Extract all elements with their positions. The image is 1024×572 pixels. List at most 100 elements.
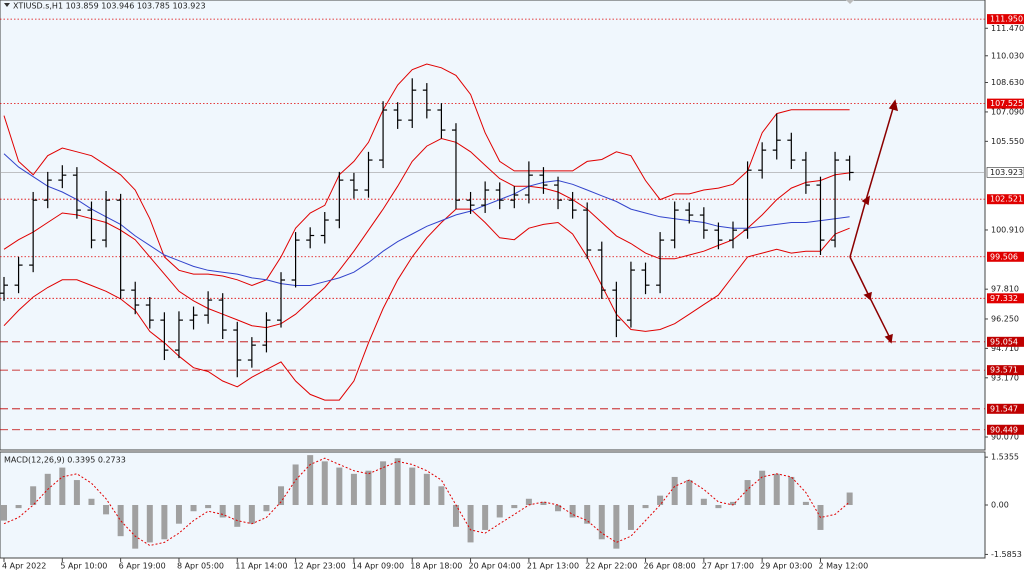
y-tick-label: 110.030 [991,51,1024,60]
current-price-bg [986,167,1024,178]
level-label: 111.950 [990,15,1023,24]
level-label-bg [987,293,1024,304]
y-tick-label: 107.090 [991,107,1024,116]
macd-bar [88,498,95,505]
macd-bar [263,505,270,512]
y-tick-label: 93.170 [991,373,1019,382]
level-label-bg [987,403,1024,414]
macd-bar [394,458,401,505]
macd-bar [190,505,197,512]
x-tick-label: 21 Apr 13:00 [527,562,579,571]
macd-bar [73,480,80,505]
x-tick-label: 27 Apr 17:00 [702,562,754,571]
macd-bar [205,505,212,509]
indicator-line [3,63,850,287]
indicator-line [3,137,850,329]
macd-bar [117,505,124,537]
level-label: 91.547 [990,404,1018,413]
macd-bar [1,505,7,521]
macd-bar [175,505,182,524]
scroll-marker [846,0,854,4]
macd-bar [715,505,722,509]
macd-bar [452,505,459,527]
macd-bar [482,505,489,530]
x-tick-label: 29 Apr 03:00 [760,562,812,571]
macd-bar [409,467,416,505]
macd-bar [350,473,357,505]
macd-bar [59,467,66,505]
macd-title: MACD(12,26,9) 0.3395 0.2733 [4,456,126,465]
macd-bar [788,476,795,505]
indicator-line [3,153,850,286]
y-tick-label: 97.810 [991,285,1019,294]
level-label-bg [987,336,1024,347]
macd-bar [686,480,693,505]
macd-bar [657,495,664,505]
current-price-label: 103.923 [990,168,1023,177]
level-label: 90.449 [990,425,1018,434]
x-tick-label: 11 Apr 14:00 [235,562,287,571]
macd-bar [773,473,780,505]
x-tick-label: 18 Apr 18:00 [410,562,462,571]
macd-bar [15,505,22,509]
indicator-line [3,208,850,401]
y-tick-label: 0.00 [991,501,1009,510]
x-tick-label: 26 Apr 08:00 [644,562,696,571]
macd-bar [555,505,562,512]
macd-bar [846,492,853,505]
x-tick-label: 4 Apr 2022 [2,562,46,571]
signal-line [3,457,850,547]
level-label-bg [987,424,1024,435]
level-label: 107.525 [990,99,1023,108]
y-tick-label: 94.710 [991,344,1019,353]
macd-bar [365,470,372,505]
macd-bar [307,455,314,505]
x-tick-label: 2 May 12:00 [818,562,868,571]
macd-bar [380,461,387,505]
price-panel [0,0,986,451]
macd-bar [511,505,518,509]
macd-bar [467,505,474,543]
level-label-bg [987,98,1024,109]
macd-bar [132,505,139,549]
macd-bar [613,505,620,549]
macd-bar [103,505,110,515]
y-tick-label: -1.5853 [991,550,1022,559]
macd-bar [642,505,649,509]
macd-bar [525,498,532,505]
y-tick-label: 1.5355 [991,453,1019,462]
y-tick-label: 100.910 [991,225,1024,234]
macd-bar [161,505,168,540]
macd-bar [30,486,37,505]
level-label-bg [987,365,1024,376]
macd-bar [248,505,255,524]
x-tick-label: 12 Apr 23:00 [294,562,346,571]
macd-bar [627,505,634,530]
macd-bar [569,505,576,518]
x-tick-label: 6 Apr 19:00 [119,562,166,571]
y-tick-label: 105.550 [991,137,1024,146]
macd-bar [219,505,226,518]
macd-bar [700,498,707,505]
level-label: 97.332 [990,294,1018,303]
x-tick-label: 14 Apr 09:00 [352,562,404,571]
macd-bar [321,461,328,505]
level-label-bg [987,14,1024,25]
level-label: 102.521 [990,195,1023,204]
level-label-bg [987,194,1024,205]
macd-bar [540,501,547,505]
macd-bar [598,505,605,540]
x-tick-label: 8 Apr 05:00 [177,562,224,571]
macd-bar [744,480,751,505]
macd-bar [336,467,343,505]
macd-bar [278,486,285,505]
macd-bar [292,464,299,505]
macd-bar [802,501,809,505]
chart-title: XTIUSD.s,H1 103.859 103.946 103.785 103.… [13,2,206,11]
menu-icon[interactable] [4,3,10,7]
x-tick-label: 20 Apr 04:00 [469,562,521,571]
y-tick-label: 111.470 [991,24,1024,33]
x-tick-label: 22 Apr 22:00 [585,562,637,571]
macd-bar [759,470,766,505]
